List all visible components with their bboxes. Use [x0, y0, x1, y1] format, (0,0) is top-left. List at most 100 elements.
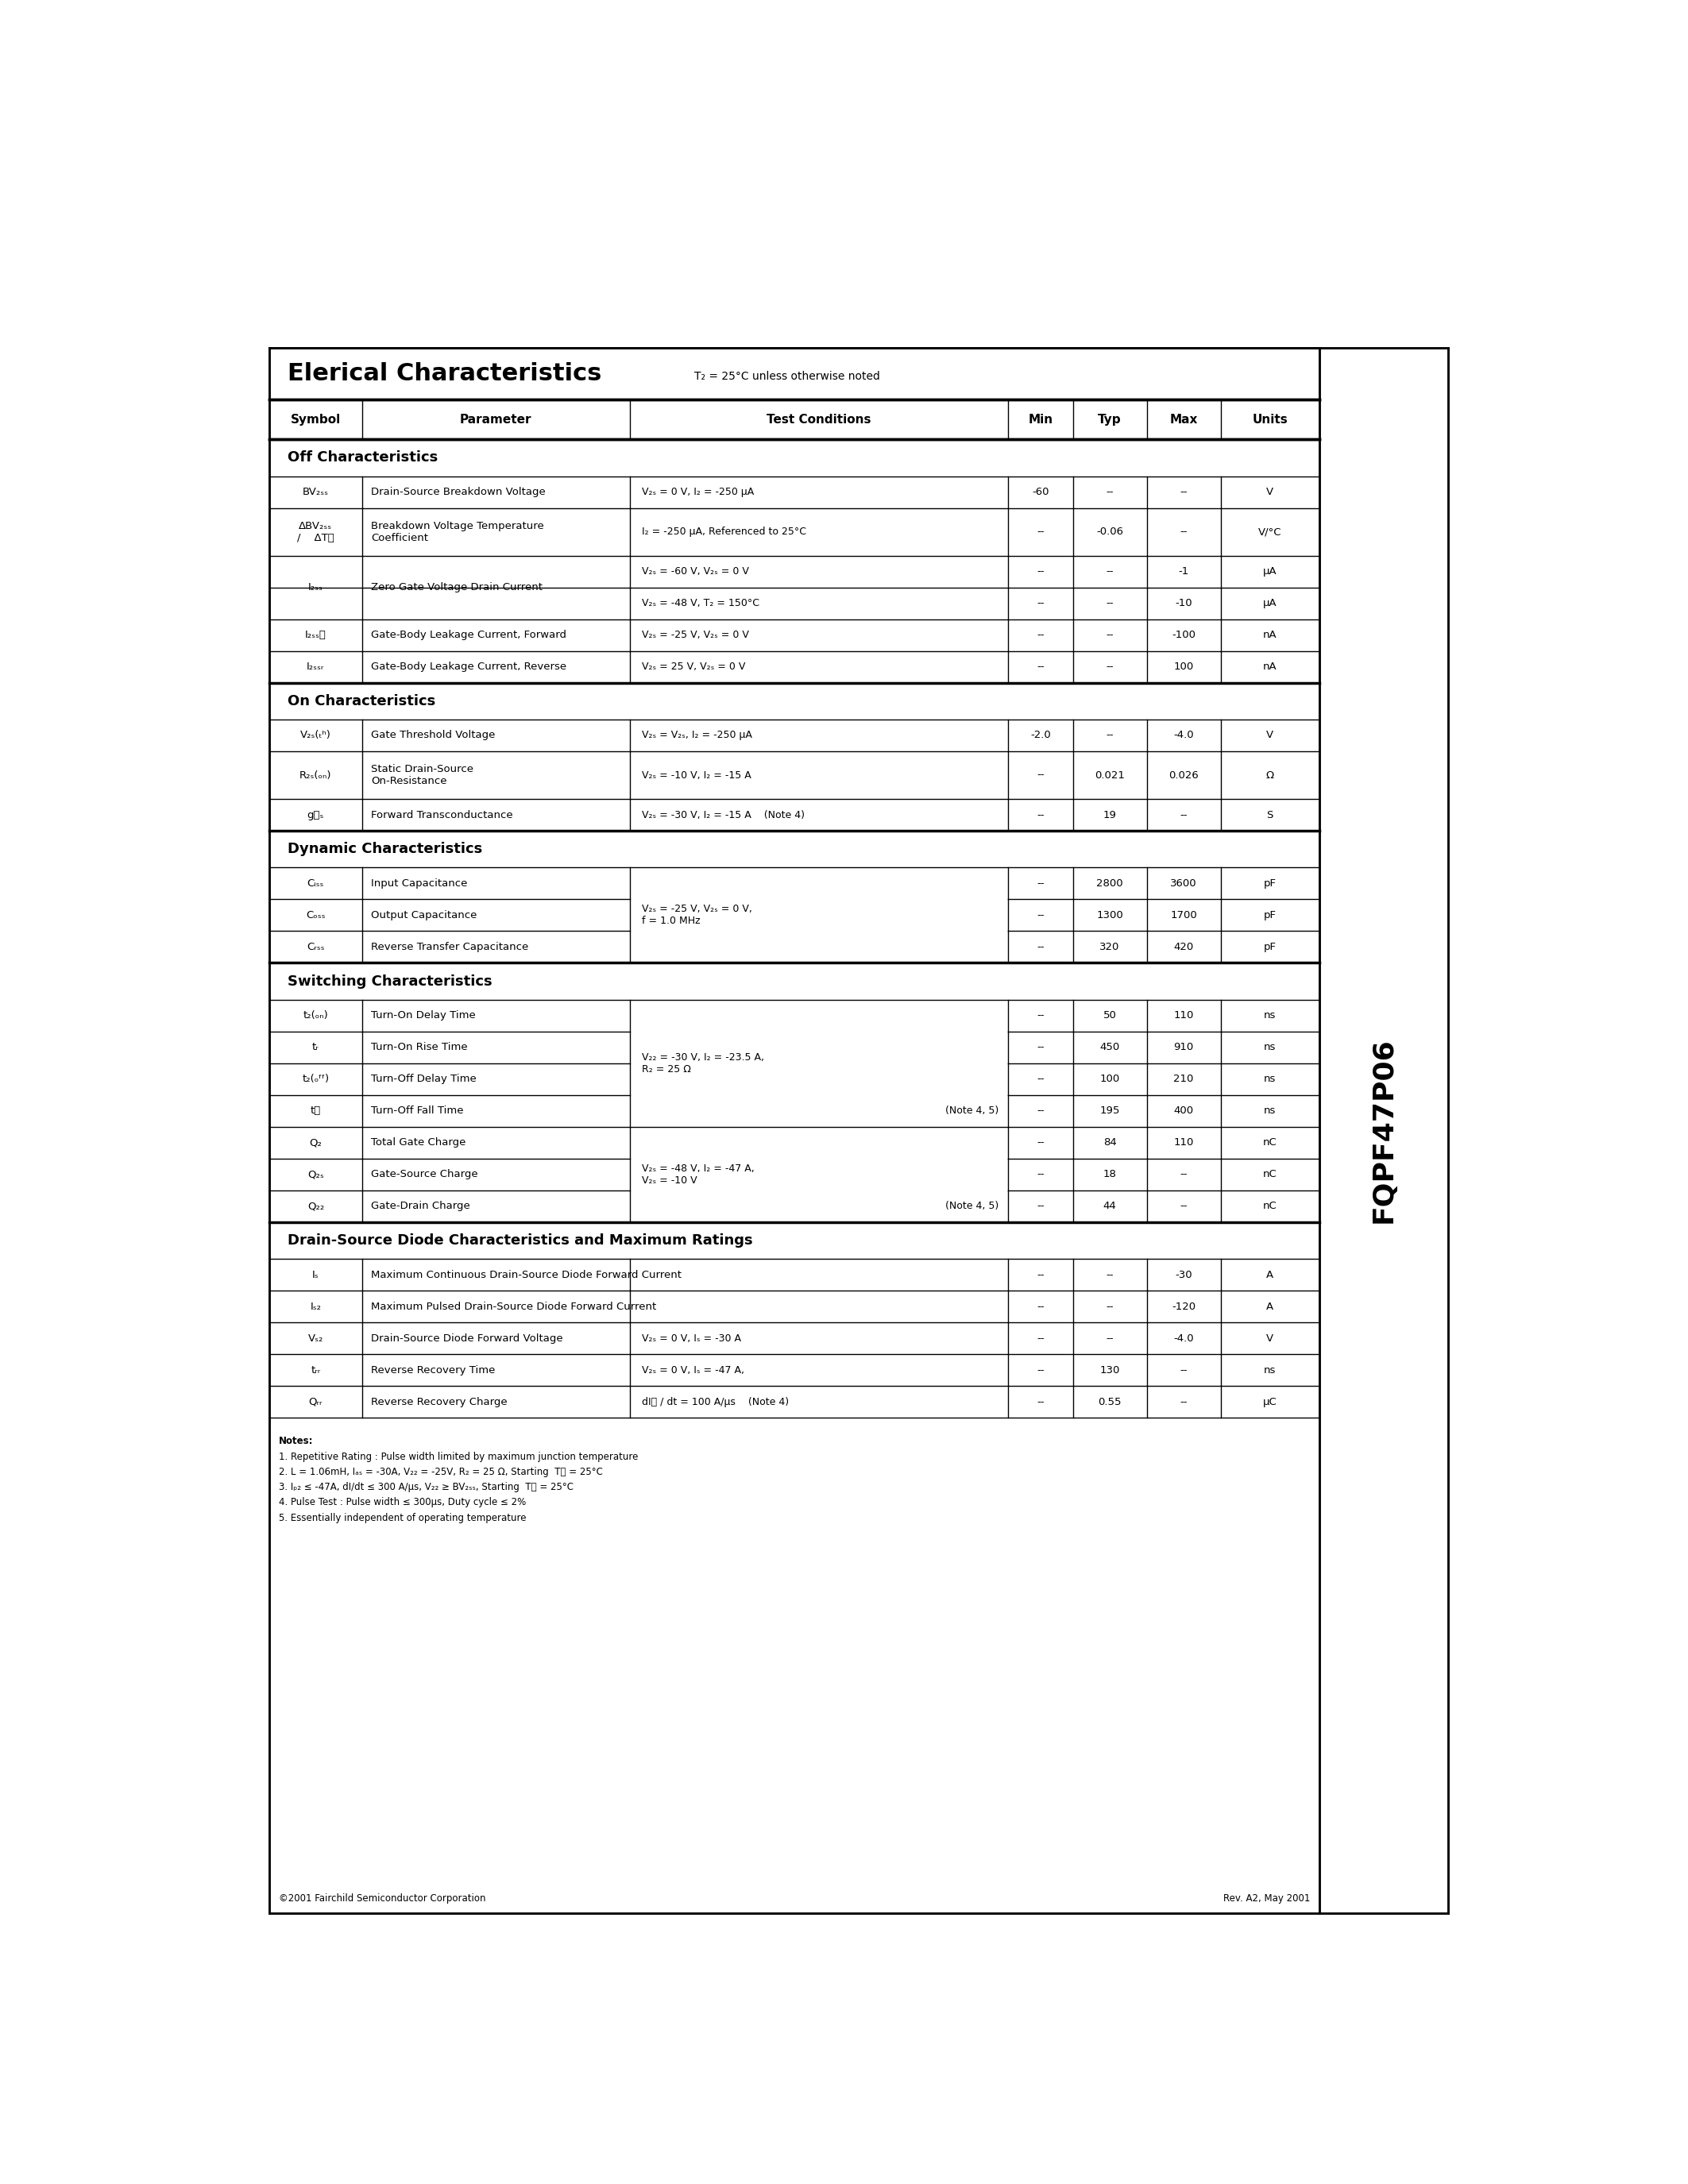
Text: μC: μC — [1263, 1398, 1276, 1406]
Text: Rev. A2, May 2001: Rev. A2, May 2001 — [1224, 1894, 1310, 1904]
Text: Off Characteristics: Off Characteristics — [289, 450, 439, 465]
Text: --: -- — [1036, 1365, 1045, 1376]
Text: 1. Repetitive Rating : Pulse width limited by maximum junction temperature: 1. Repetitive Rating : Pulse width limit… — [279, 1452, 638, 1461]
Text: I₂ = -250 μA, Referenced to 25°C: I₂ = -250 μA, Referenced to 25°C — [641, 526, 807, 537]
Text: nC: nC — [1263, 1168, 1276, 1179]
Text: --: -- — [1036, 598, 1045, 609]
Text: V₂ₛ = -30 V, I₂ = -15 A    (Note 4): V₂ₛ = -30 V, I₂ = -15 A (Note 4) — [641, 810, 805, 819]
Text: Reverse Recovery Time: Reverse Recovery Time — [371, 1365, 495, 1376]
Text: pF: pF — [1264, 941, 1276, 952]
Text: --: -- — [1036, 1075, 1045, 1083]
Text: On Characteristics: On Characteristics — [289, 695, 436, 708]
Text: BV₂ₛₛ: BV₂ₛₛ — [302, 487, 329, 498]
Text: 110: 110 — [1173, 1011, 1193, 1020]
Text: Turn-On Delay Time: Turn-On Delay Time — [371, 1011, 476, 1020]
Text: nC: nC — [1263, 1201, 1276, 1212]
Text: 84: 84 — [1104, 1138, 1116, 1149]
Text: --: -- — [1036, 1332, 1045, 1343]
Text: ns: ns — [1264, 1075, 1276, 1083]
Text: 19: 19 — [1104, 810, 1116, 819]
Text: 3. Iₚ₂ ≤ -47A, dI/dt ≤ 300 A/μs, V₂₂ ≥ BV₂ₛₛ, Starting  Tⰼ = 25°C: 3. Iₚ₂ ≤ -47A, dI/dt ≤ 300 A/μs, V₂₂ ≥ B… — [279, 1483, 574, 1492]
Text: Notes:: Notes: — [279, 1437, 314, 1446]
Text: --: -- — [1106, 629, 1114, 640]
Text: R₂ₛ(ₒₙ): R₂ₛ(ₒₙ) — [299, 771, 333, 780]
Text: Switching Characteristics: Switching Characteristics — [289, 974, 493, 989]
Text: --: -- — [1036, 1168, 1045, 1179]
Text: T₂ = 25°C unless otherwise noted: T₂ = 25°C unless otherwise noted — [694, 371, 879, 382]
Text: 2800: 2800 — [1097, 878, 1123, 889]
Text: Parameter: Parameter — [459, 413, 532, 426]
Text: --: -- — [1036, 1302, 1045, 1313]
Text: --: -- — [1180, 1365, 1187, 1376]
Text: pF: pF — [1264, 878, 1276, 889]
Text: --: -- — [1036, 662, 1045, 673]
Text: Drain-Source Breakdown Voltage: Drain-Source Breakdown Voltage — [371, 487, 545, 498]
Text: (Note 4, 5): (Note 4, 5) — [945, 1201, 999, 1212]
Text: tᵣᵣ: tᵣᵣ — [311, 1365, 321, 1376]
Text: -30: -30 — [1175, 1269, 1192, 1280]
Text: tᵣ: tᵣ — [312, 1042, 319, 1053]
Text: --: -- — [1180, 526, 1187, 537]
Text: -1: -1 — [1178, 566, 1188, 577]
Text: Drain-Source Diode Characteristics and Maximum Ratings: Drain-Source Diode Characteristics and M… — [289, 1234, 753, 1247]
Text: Drain-Source Diode Forward Voltage: Drain-Source Diode Forward Voltage — [371, 1332, 564, 1343]
Text: 320: 320 — [1101, 941, 1119, 952]
Text: Q₂ₛ: Q₂ₛ — [307, 1168, 324, 1179]
Text: Gate-Body Leakage Current, Reverse: Gate-Body Leakage Current, Reverse — [371, 662, 567, 673]
Text: dI₞ / dt = 100 A/μs    (Note 4): dI₞ / dt = 100 A/μs (Note 4) — [641, 1398, 788, 1406]
Text: --: -- — [1180, 810, 1187, 819]
Text: Q₂₂: Q₂₂ — [307, 1201, 324, 1212]
Text: Output Capacitance: Output Capacitance — [371, 911, 478, 919]
Text: V₂ₛ = -25 V, V₂ₛ = 0 V: V₂ₛ = -25 V, V₂ₛ = 0 V — [641, 629, 749, 640]
Text: 100: 100 — [1173, 662, 1193, 673]
Text: --: -- — [1036, 526, 1045, 537]
Text: 44: 44 — [1104, 1201, 1116, 1212]
Text: ns: ns — [1264, 1365, 1276, 1376]
Text: g₞ₛ: g₞ₛ — [307, 810, 324, 819]
Text: 0.021: 0.021 — [1096, 771, 1124, 780]
Text: --: -- — [1106, 1302, 1114, 1313]
Text: Turn-Off Fall Time: Turn-Off Fall Time — [371, 1105, 464, 1116]
Text: -4.0: -4.0 — [1173, 729, 1193, 740]
Text: V₂ₛ = -48 V, T₂ = 150°C: V₂ₛ = -48 V, T₂ = 150°C — [641, 598, 760, 609]
Text: Vₛ₂: Vₛ₂ — [307, 1332, 324, 1343]
Text: pF: pF — [1264, 911, 1276, 919]
Text: nC: nC — [1263, 1138, 1276, 1149]
Text: V₂ₛ = -10 V, I₂ = -15 A: V₂ₛ = -10 V, I₂ = -15 A — [641, 771, 751, 780]
Text: 195: 195 — [1101, 1105, 1119, 1116]
Text: --: -- — [1036, 771, 1045, 780]
Text: -0.06: -0.06 — [1096, 526, 1123, 537]
Text: V₂ₛ = -60 V, V₂ₛ = 0 V: V₂ₛ = -60 V, V₂ₛ = 0 V — [641, 566, 749, 577]
Text: ns: ns — [1264, 1011, 1276, 1020]
Text: ΔBV₂ₛₛ
/    ΔTⰼ: ΔBV₂ₛₛ / ΔTⰼ — [297, 520, 334, 544]
Text: Iₛ₂: Iₛ₂ — [311, 1302, 321, 1313]
Text: V₂ₛ = V₂ₛ, I₂ = -250 μA: V₂ₛ = V₂ₛ, I₂ = -250 μA — [641, 729, 753, 740]
Text: 210: 210 — [1173, 1075, 1193, 1083]
Text: Turn-On Rise Time: Turn-On Rise Time — [371, 1042, 468, 1053]
Text: 4. Pulse Test : Pulse width ≤ 300μs, Duty cycle ≤ 2%: 4. Pulse Test : Pulse width ≤ 300μs, Dut… — [279, 1498, 527, 1507]
Text: --: -- — [1180, 1168, 1187, 1179]
Text: -60: -60 — [1031, 487, 1050, 498]
Text: V₂ₛ = 0 V, I₂ = -250 μA: V₂ₛ = 0 V, I₂ = -250 μA — [641, 487, 755, 498]
Text: -120: -120 — [1171, 1302, 1195, 1313]
Text: --: -- — [1036, 1042, 1045, 1053]
Text: 1300: 1300 — [1097, 911, 1123, 919]
Text: Units: Units — [1252, 413, 1288, 426]
Text: Cᵢₛₛ: Cᵢₛₛ — [307, 878, 324, 889]
Text: S: S — [1266, 810, 1273, 819]
Text: FQPF47P06: FQPF47P06 — [1371, 1037, 1398, 1223]
Text: μA: μA — [1263, 598, 1276, 609]
Text: Typ: Typ — [1097, 413, 1121, 426]
Bar — [1318, 347, 1448, 1913]
Text: ©2001 Fairchild Semiconductor Corporation: ©2001 Fairchild Semiconductor Corporatio… — [279, 1894, 486, 1904]
Text: I₂ₛₛ: I₂ₛₛ — [309, 583, 322, 592]
Text: Q₂: Q₂ — [309, 1138, 322, 1149]
Bar — [270, 347, 1318, 1913]
Text: 3600: 3600 — [1170, 878, 1197, 889]
Text: 5. Essentially independent of operating temperature: 5. Essentially independent of operating … — [279, 1514, 527, 1522]
Text: A: A — [1266, 1302, 1273, 1313]
Text: V: V — [1266, 1332, 1273, 1343]
Text: -4.0: -4.0 — [1173, 1332, 1193, 1343]
Text: 0.026: 0.026 — [1168, 771, 1198, 780]
Text: Cᵣₛₛ: Cᵣₛₛ — [307, 941, 324, 952]
